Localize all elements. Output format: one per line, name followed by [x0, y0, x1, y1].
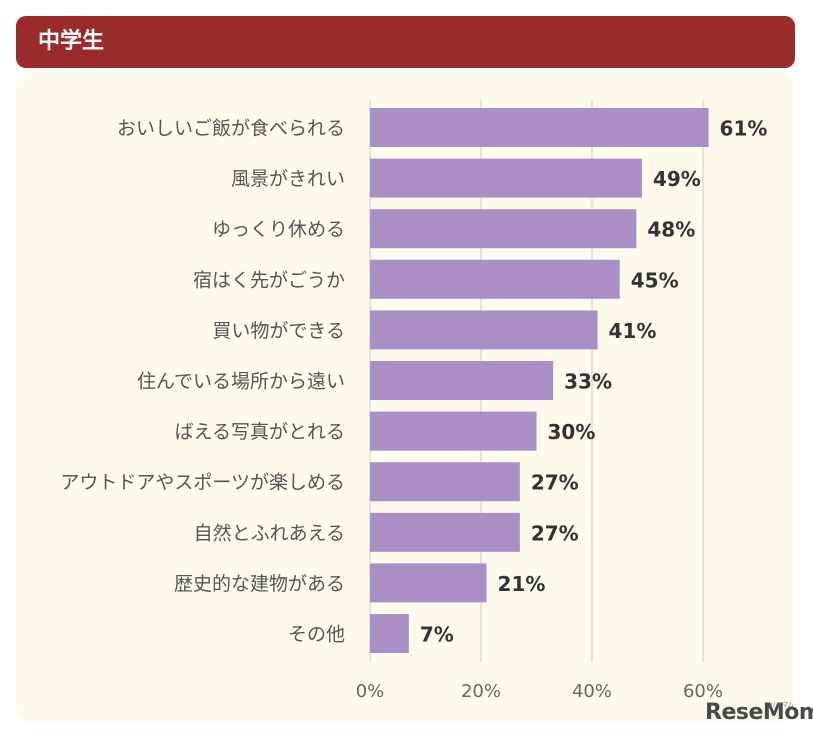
bar [370, 462, 520, 502]
value-label: 41% [609, 319, 657, 343]
resemom-logo-sub: リセマム [770, 702, 795, 709]
value-label: 27% [531, 521, 579, 545]
chart-title: 中学生 [38, 29, 105, 54]
bar [370, 158, 642, 198]
x-tick-label: 0% [356, 681, 385, 702]
category-label: おいしいご飯が食べられる [117, 118, 345, 140]
value-label: 49% [653, 167, 701, 191]
resemom-logo: ReseMom [705, 700, 813, 725]
x-tick-label: 40% [572, 681, 612, 702]
value-label: 33% [564, 370, 612, 394]
value-label: 7% [420, 623, 454, 647]
x-tick-label: 60% [683, 681, 723, 702]
chart-header: 中学生 [16, 16, 795, 68]
bar [370, 614, 409, 653]
category-label: 歴史的な建物がある [174, 573, 345, 595]
value-label: 45% [631, 268, 679, 292]
value-label: 27% [531, 471, 579, 495]
bar [370, 411, 537, 451]
value-label: 21% [498, 572, 546, 596]
category-label: 宿はく先がごうか [193, 269, 345, 291]
category-label: その他 [288, 624, 345, 646]
bar [370, 209, 637, 249]
bar [370, 108, 709, 147]
bar [370, 361, 554, 400]
bar [370, 310, 598, 350]
category-label: ばえる写真がとれる [175, 421, 345, 443]
category-label: 買い物ができる [212, 320, 345, 342]
x-tick-label: 20% [461, 681, 501, 702]
category-label: 住んでいる場所から遠い [137, 371, 345, 393]
category-label: アウトドアやスポーツが楽しめる [60, 472, 345, 494]
bar [370, 512, 520, 552]
category-label: 自然とふれあえる [194, 522, 345, 544]
bar [370, 563, 487, 603]
value-label: 48% [647, 218, 695, 242]
category-label: ゆっくり休める [212, 219, 345, 241]
value-label: 30% [548, 420, 596, 444]
value-label: 61% [720, 117, 768, 141]
category-label: 風景がきれい [231, 168, 345, 190]
bar [370, 259, 620, 299]
